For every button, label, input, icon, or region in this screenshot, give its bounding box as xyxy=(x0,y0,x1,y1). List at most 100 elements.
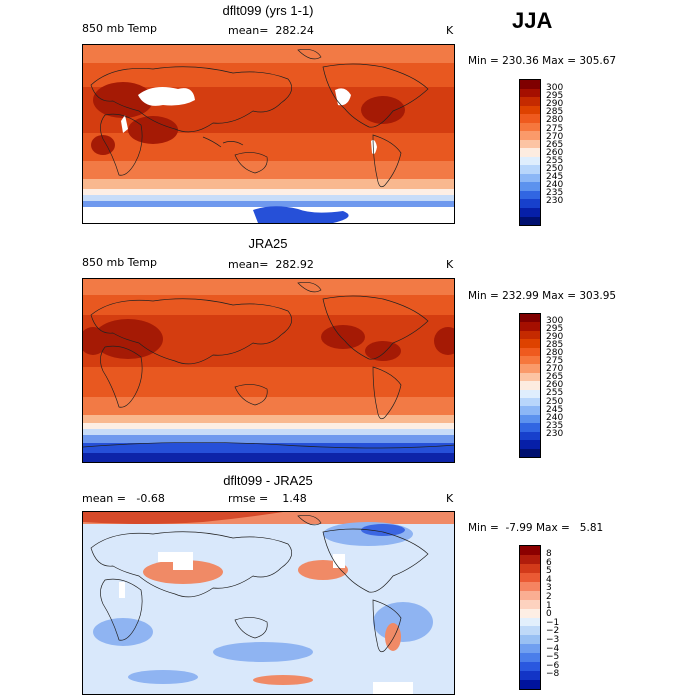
colorbar-tick-label: 265 xyxy=(546,372,564,383)
colorbar-tick-label: 255 xyxy=(546,388,564,399)
colorbar-swatch xyxy=(520,322,540,331)
colorbar-tick-label: 250 xyxy=(546,396,564,407)
colorbar-swatch xyxy=(520,572,540,582)
colorbar-swatch xyxy=(520,406,540,415)
colorbar-tick-label: 260 xyxy=(546,380,564,391)
colorbar-tick-label: 260 xyxy=(546,147,564,158)
colorbar-swatch xyxy=(520,156,540,166)
colorbar-tick-label: 245 xyxy=(546,404,564,415)
colorbar-tick-label: 280 xyxy=(546,348,564,359)
colorbar-swatch xyxy=(520,173,540,183)
mean-label: mean = -0.68 xyxy=(82,492,165,505)
colorbar-tick-label: 290 xyxy=(546,332,564,343)
colorbar-swatch xyxy=(520,563,540,573)
colorbar-tick-label: 0 xyxy=(546,609,552,620)
colorbar-tick-label: 265 xyxy=(546,139,564,150)
colorbar-swatch xyxy=(520,330,540,340)
colorbar-swatch xyxy=(520,581,540,591)
colorbar-swatch xyxy=(520,139,540,149)
colorbar-swatch xyxy=(520,97,540,106)
colorbar-swatch xyxy=(520,590,540,600)
colorbar-swatch xyxy=(520,347,540,357)
colorbar-tick-label: 285 xyxy=(546,340,564,351)
colorbar-tick-label: 275 xyxy=(546,356,564,367)
colorbar-swatch xyxy=(520,680,540,689)
colorbar-tick-label: 300 xyxy=(546,316,564,326)
stats-text: Min = 230.36 Max = 305.67 xyxy=(468,55,617,67)
colorbar-swatch xyxy=(520,339,540,348)
colorbar-swatch xyxy=(520,440,540,449)
colorbar-tick-label: 2 xyxy=(546,592,552,602)
colorbar-swatch xyxy=(520,207,540,217)
colorbar-swatch xyxy=(520,414,540,424)
colorbar-tick-label: −2 xyxy=(546,626,560,637)
colorbar-tick-label: 240 xyxy=(546,180,564,191)
colorbar-swatch xyxy=(520,372,540,382)
colorbar-swatch xyxy=(520,554,540,564)
colorbar-swatch xyxy=(520,617,540,627)
world-map-model xyxy=(82,44,455,224)
colorbar-swatch xyxy=(520,148,540,157)
colorbar-labels: 300 295 290 285 280 275 270 265 260 255 250 245 240 2… xyxy=(546,79,586,226)
colorbar-tick-label: 6 xyxy=(546,557,552,568)
colorbar-swatch xyxy=(520,626,540,636)
colorbar-tick-label: 4 xyxy=(546,574,552,585)
unit-label: K xyxy=(446,258,454,271)
colorbar-tick-label: −8 xyxy=(546,669,560,680)
world-map-difference xyxy=(82,511,455,695)
colorbar-swatch xyxy=(520,131,540,140)
colorbar-tick-label: 285 xyxy=(546,107,564,118)
colorbar-swatch xyxy=(520,431,540,441)
colorbar xyxy=(519,79,541,226)
mean-label: mean= 282.92 xyxy=(228,258,314,271)
colorbar-swatch xyxy=(520,635,540,645)
colorbar-swatch xyxy=(520,356,540,365)
colorbar-swatch xyxy=(520,190,540,200)
colorbar-tick-label: 3 xyxy=(546,583,552,594)
colorbar-swatch xyxy=(520,216,540,226)
colorbar-tick-label: 270 xyxy=(546,364,564,375)
mean-label: mean= 282.24 xyxy=(228,24,314,37)
colorbar-tick-label: 5 xyxy=(546,566,552,577)
colorbar-swatch xyxy=(520,653,540,663)
colorbar xyxy=(519,545,541,690)
colorbar-tick-label: 280 xyxy=(546,115,564,126)
world-map-reanalysis xyxy=(82,278,455,463)
colorbar-swatch xyxy=(520,389,540,399)
season-label: JJA xyxy=(512,8,553,33)
colorbar-tick-label: 235 xyxy=(546,188,564,199)
stats-text: Min = 232.99 Max = 303.95 xyxy=(468,290,617,302)
colorbar-tick-label: 250 xyxy=(546,164,564,174)
colorbar-tick-label: 255 xyxy=(546,155,564,166)
colorbar-swatch xyxy=(520,381,540,390)
colorbar-swatch xyxy=(520,199,540,208)
colorbar-tick-label: 300 xyxy=(546,83,564,93)
colorbar-swatch xyxy=(520,88,540,98)
colorbar-swatch xyxy=(520,105,540,115)
colorbar-tick-label: 235 xyxy=(546,420,564,431)
variable-label: 850 mb Temp xyxy=(82,256,158,269)
colorbar xyxy=(519,313,541,458)
colorbar-tick-label: 8 xyxy=(546,549,552,559)
colorbar-tick-label: −1 xyxy=(546,617,560,628)
colorbar-swatch xyxy=(520,599,540,609)
colorbar-swatch xyxy=(520,80,540,89)
colorbar-tick-label: 1 xyxy=(546,600,552,611)
colorbar-swatch xyxy=(520,448,540,457)
panel-title: JRA25 xyxy=(248,236,288,251)
stats-text: Min = -7.99 Max = 5.81 xyxy=(468,522,604,534)
colorbar-tick-label: 230 xyxy=(546,428,564,439)
colorbar-tick-label: −6 xyxy=(546,660,560,671)
colorbar-labels: 8 6 5 4 3 2 1 0 −1 −2 −3 −4 −5 −6 −8 xyxy=(546,545,586,690)
panel-title: dflt099 (yrs 1-1) xyxy=(222,3,314,18)
colorbar-tick-label: 245 xyxy=(546,172,564,183)
unit-label: K xyxy=(446,492,454,505)
colorbar-tick-label: −4 xyxy=(546,643,560,654)
unit-label: K xyxy=(446,24,454,37)
colorbar-tick-label: 230 xyxy=(546,196,564,207)
colorbar-swatch xyxy=(520,662,540,672)
colorbar-swatch xyxy=(520,546,540,555)
colorbar-swatch xyxy=(520,114,540,123)
colorbar-tick-label: 240 xyxy=(546,412,564,423)
colorbar-swatch xyxy=(520,165,540,174)
